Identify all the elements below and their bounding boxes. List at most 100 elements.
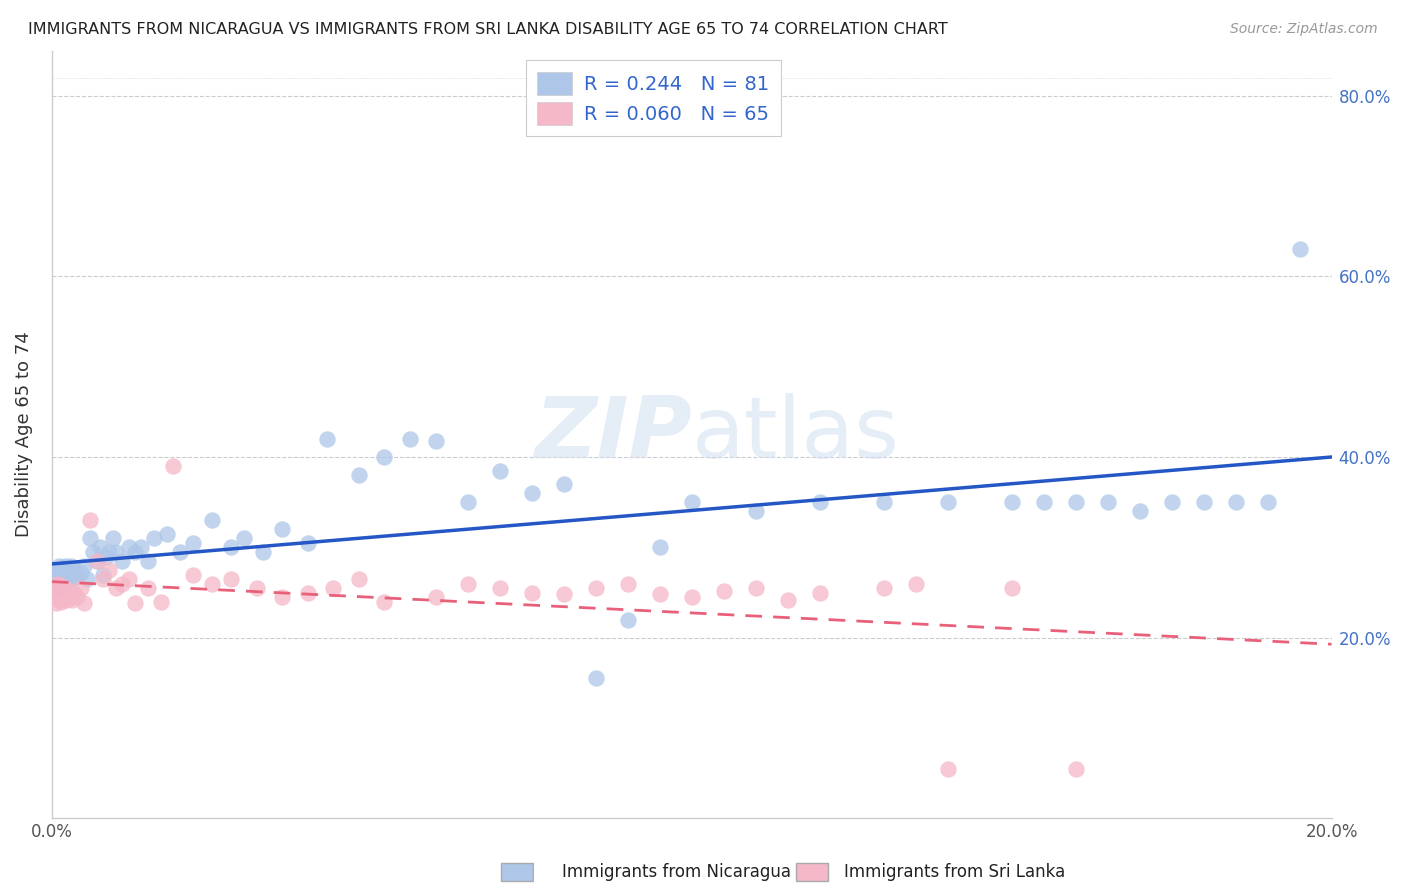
Point	[252, 545, 274, 559]
Point	[55, 578, 77, 592]
Point	[181, 567, 204, 582]
Point	[744, 504, 766, 518]
Point	[347, 468, 370, 483]
Point	[457, 576, 479, 591]
Point	[58, 563, 80, 577]
Point	[46, 566, 69, 580]
Text: atlas: atlas	[692, 393, 900, 476]
Point	[232, 532, 254, 546]
Point	[245, 581, 267, 595]
Point	[297, 585, 319, 599]
Point	[79, 532, 101, 546]
Point	[136, 554, 159, 568]
Point	[872, 581, 894, 595]
Point	[169, 545, 191, 559]
Point	[457, 495, 479, 509]
Point	[48, 585, 70, 599]
Point	[322, 581, 344, 595]
Point	[904, 576, 927, 591]
Point	[59, 569, 82, 583]
Point	[143, 532, 166, 546]
Point	[297, 536, 319, 550]
Point	[98, 545, 121, 559]
Point	[776, 592, 799, 607]
Point	[1000, 581, 1022, 595]
Point	[98, 563, 121, 577]
Point	[53, 572, 76, 586]
Point	[48, 592, 70, 607]
Text: IMMIGRANTS FROM NICARAGUA VS IMMIGRANTS FROM SRI LANKA DISABILITY AGE 65 TO 74 C: IMMIGRANTS FROM NICARAGUA VS IMMIGRANTS …	[28, 22, 948, 37]
Point	[53, 581, 76, 595]
Point	[219, 541, 242, 555]
Point	[104, 581, 127, 595]
Point	[48, 558, 70, 573]
Point	[56, 567, 79, 582]
Point	[45, 583, 67, 598]
Point	[162, 459, 184, 474]
Point	[45, 576, 67, 591]
Text: Immigrants from Nicaragua: Immigrants from Nicaragua	[562, 863, 792, 881]
Point	[59, 583, 82, 598]
Point	[156, 527, 179, 541]
Point	[53, 565, 76, 579]
Point	[744, 581, 766, 595]
Point	[94, 549, 117, 564]
Point	[51, 568, 73, 582]
Point	[69, 581, 91, 595]
Point	[44, 590, 66, 604]
Point	[488, 581, 510, 595]
Point	[616, 613, 638, 627]
Point	[681, 590, 703, 604]
Point	[46, 587, 69, 601]
Point	[44, 572, 66, 586]
Point	[79, 513, 101, 527]
Point	[91, 572, 114, 586]
FancyBboxPatch shape	[796, 863, 828, 881]
Point	[616, 576, 638, 591]
Point	[1225, 495, 1247, 509]
Point	[872, 495, 894, 509]
Point	[347, 572, 370, 586]
Point	[52, 590, 75, 604]
Point	[66, 590, 89, 604]
Point	[59, 587, 82, 601]
Point	[91, 567, 114, 582]
Point	[111, 554, 134, 568]
Point	[111, 576, 134, 591]
Text: Immigrants from Sri Lanka: Immigrants from Sri Lanka	[844, 863, 1064, 881]
Point	[101, 532, 124, 546]
Point	[69, 566, 91, 580]
Point	[399, 432, 422, 446]
Legend: R = 0.244   N = 81, R = 0.060   N = 65: R = 0.244 N = 81, R = 0.060 N = 65	[526, 61, 780, 136]
Point	[1032, 495, 1054, 509]
Point	[60, 592, 83, 607]
Point	[51, 581, 73, 595]
Point	[56, 585, 79, 599]
FancyBboxPatch shape	[501, 863, 533, 881]
Point	[52, 585, 75, 599]
Point	[46, 581, 69, 595]
Point	[425, 590, 447, 604]
Point	[48, 581, 70, 595]
Point	[1000, 495, 1022, 509]
Point	[86, 554, 108, 568]
Point	[808, 495, 831, 509]
Point	[52, 566, 75, 581]
Point	[553, 477, 575, 491]
Point	[45, 569, 67, 583]
Point	[648, 541, 671, 555]
Point	[201, 576, 224, 591]
Point	[53, 587, 76, 601]
Text: ZIP: ZIP	[534, 393, 692, 476]
Point	[49, 578, 72, 592]
Point	[63, 563, 86, 577]
Point	[648, 587, 671, 601]
Point	[585, 581, 607, 595]
Point	[49, 578, 72, 592]
Point	[49, 574, 72, 588]
Text: Source: ZipAtlas.com: Source: ZipAtlas.com	[1230, 22, 1378, 37]
Point	[73, 558, 96, 573]
Point	[373, 450, 395, 465]
Point	[936, 495, 959, 509]
Point	[60, 572, 83, 586]
